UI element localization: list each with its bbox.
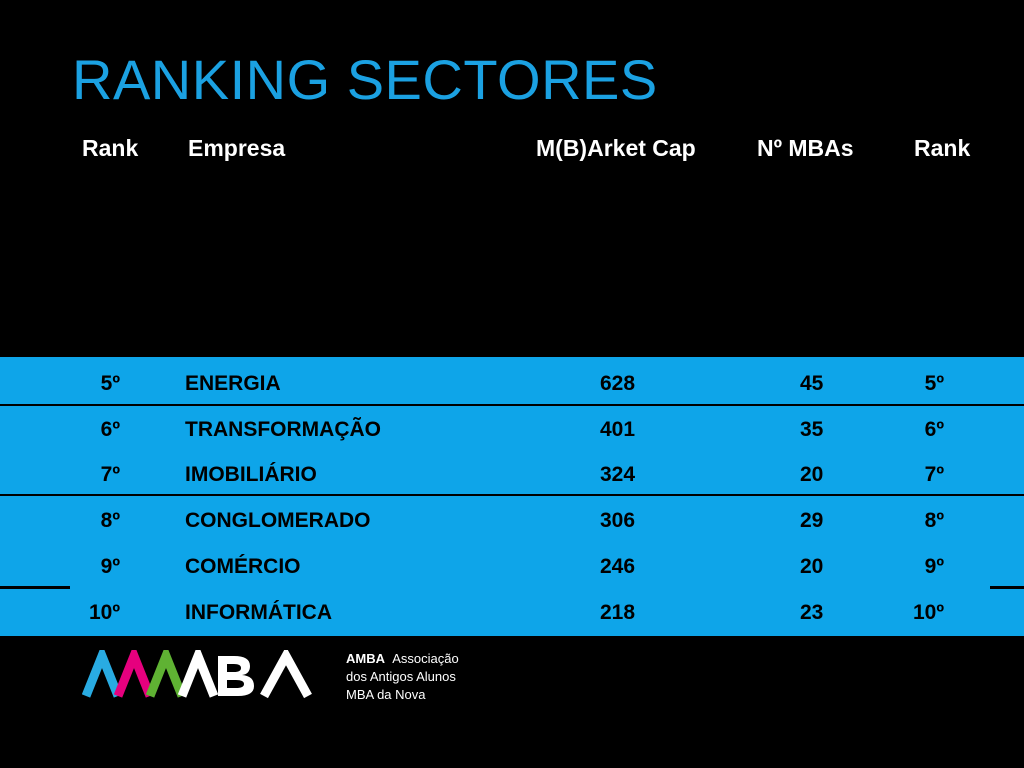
slide-title: RANKING SECTORES — [72, 48, 658, 111]
cell-rank-right: 8º — [924, 509, 944, 532]
cell-rank-right: 10º — [912, 601, 944, 624]
cell-mbas: 20 — [800, 555, 824, 578]
cell-market-cap: 324 — [600, 463, 636, 486]
cell-mbas: 29 — [800, 509, 824, 532]
table-row: 5º ENERGIA 628 45 5º — [0, 369, 1024, 399]
cell-empresa: CONGLOMERADO — [185, 509, 371, 532]
cell-rank-right: 5º — [924, 372, 944, 395]
row-separator — [0, 494, 1024, 496]
table-band — [0, 357, 1024, 636]
row-separator — [0, 586, 70, 589]
cell-rank-left: 10º — [88, 601, 120, 624]
cell-rank-right: 7º — [924, 463, 944, 486]
cell-rank-left: 7º — [100, 463, 120, 486]
cell-rank-left: 5º — [100, 372, 120, 395]
cell-empresa: COMÉRCIO — [185, 555, 301, 578]
cell-market-cap: 628 — [600, 372, 636, 395]
cell-mbas: 35 — [800, 418, 824, 441]
logo-line2: dos Antigos Alunos — [346, 669, 456, 684]
amba-logo-text: AMBA Associação dos Antigos Alunos MBA d… — [346, 650, 459, 704]
cell-market-cap: 306 — [600, 509, 636, 532]
cell-rank-left: 8º — [100, 509, 120, 532]
logo-brand: AMBA — [346, 651, 385, 666]
cell-market-cap: 246 — [600, 555, 636, 578]
cell-market-cap: 218 — [600, 601, 636, 624]
cell-market-cap: 401 — [600, 418, 636, 441]
cell-empresa: INFORMÁTICA — [185, 601, 332, 624]
table-row: 7º IMOBILIÁRIO 324 20 7º — [0, 460, 1024, 490]
cell-mbas: 45 — [800, 372, 824, 395]
row-separator — [0, 404, 1024, 406]
table-row: 8º CONGLOMERADO 306 29 8º — [0, 506, 1024, 536]
header-rank-right: Rank — [914, 135, 971, 161]
cell-rank-left: 9º — [100, 555, 120, 578]
table-row: 10º INFORMÁTICA 218 23 10º — [0, 598, 1024, 628]
cell-empresa: ENERGIA — [185, 372, 281, 395]
cell-rank-left: 6º — [100, 418, 120, 441]
logo-line1: Associação — [392, 651, 459, 666]
cell-empresa: TRANSFORMAÇÃO — [185, 418, 381, 441]
header-rank-left: Rank — [82, 135, 139, 161]
amba-logo — [82, 650, 312, 699]
cell-rank-right: 6º — [924, 418, 944, 441]
cell-mbas: 23 — [800, 601, 824, 624]
header-empresa: Empresa — [188, 135, 286, 161]
header-mbas: Nº MBAs — [757, 135, 854, 161]
header-market-cap: M(B)Arket Cap — [536, 135, 696, 161]
cell-rank-right: 9º — [924, 555, 944, 578]
cell-empresa: IMOBILIÁRIO — [185, 463, 317, 486]
table-row: 9º COMÉRCIO 246 20 9º — [0, 552, 1024, 582]
logo-line3: MBA da Nova — [346, 687, 426, 702]
row-separator — [990, 586, 1024, 589]
table-row: 6º TRANSFORMAÇÃO 401 35 6º — [0, 415, 1024, 445]
cell-mbas: 20 — [800, 463, 824, 486]
